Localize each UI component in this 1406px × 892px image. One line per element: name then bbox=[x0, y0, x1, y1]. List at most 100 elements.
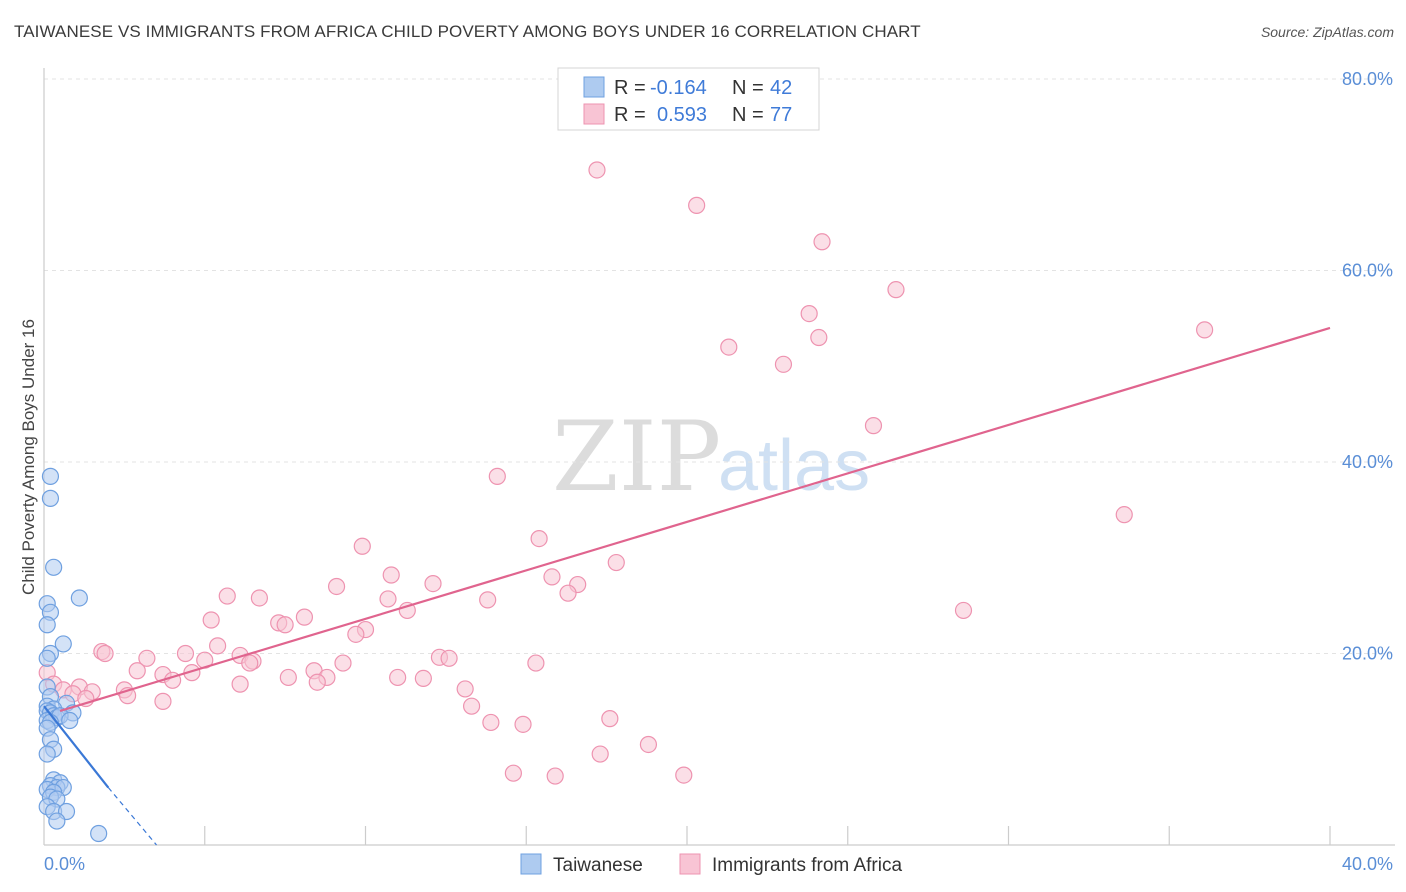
africa-point-68 bbox=[462, 697, 481, 715]
taiwanese-trend-line bbox=[43, 705, 110, 789]
watermark-atlas: atlas bbox=[718, 426, 870, 506]
africa-point-5 bbox=[810, 328, 828, 347]
africa-point-23 bbox=[379, 590, 397, 608]
africa-point-62 bbox=[456, 680, 474, 698]
taiwanese-point-2 bbox=[45, 558, 63, 576]
taiwanese-points bbox=[38, 467, 108, 843]
y-axis-label: Child Poverty Among Boys Under 16 bbox=[19, 319, 38, 595]
africa-point-52 bbox=[389, 668, 407, 687]
taiwanese-point-6 bbox=[38, 616, 56, 634]
africa-points bbox=[38, 161, 1214, 785]
legend-n-label-taiwanese: N = bbox=[732, 77, 764, 99]
legend-swatch-africa bbox=[583, 103, 605, 125]
africa-point-54 bbox=[279, 668, 297, 687]
africa-point-1 bbox=[688, 196, 706, 214]
bottom-legend-label-africa: Immigrants from Africa bbox=[712, 855, 902, 876]
africa-point-3 bbox=[887, 281, 905, 299]
taiwanese-point-0 bbox=[41, 467, 60, 485]
africa-point-37 bbox=[176, 644, 195, 663]
x-tick-label-max: 40.0% bbox=[1342, 854, 1393, 874]
africa-point-69 bbox=[601, 710, 619, 728]
africa-point-0 bbox=[588, 161, 606, 179]
watermark-zip: ZIP bbox=[552, 401, 721, 513]
africa-point-33 bbox=[209, 637, 227, 655]
series-legend: Taiwanese Immigrants from Africa bbox=[520, 853, 902, 876]
africa-point-15 bbox=[382, 566, 400, 584]
source-label: Source: ZipAtlas.com bbox=[1260, 24, 1394, 40]
chart-title: TAIWANESE VS IMMIGRANTS FROM AFRICA CHIL… bbox=[14, 22, 921, 41]
africa-point-45 bbox=[527, 654, 545, 672]
africa-point-6 bbox=[720, 338, 738, 356]
africa-point-56 bbox=[308, 673, 326, 691]
taiwanese-point-21 bbox=[61, 711, 79, 730]
legend-r-value-taiwanese: -0.164 bbox=[650, 77, 707, 99]
africa-point-57 bbox=[231, 675, 249, 693]
africa-point-74 bbox=[504, 764, 522, 782]
legend-swatch-taiwanese bbox=[583, 76, 605, 98]
legend-n-label-africa: N = bbox=[732, 104, 764, 126]
taiwanese-point-27 bbox=[38, 745, 56, 763]
africa-point-43 bbox=[334, 654, 352, 672]
x-tick-marks bbox=[204, 826, 1331, 845]
africa-point-19 bbox=[327, 577, 346, 596]
africa-point-32 bbox=[347, 625, 365, 643]
africa-point-26 bbox=[954, 601, 973, 620]
taiwanese-point-41 bbox=[90, 824, 108, 843]
correlation-legend: R = -0.164 N = 42 R = 0.593 N = 77 bbox=[557, 67, 820, 131]
africa-point-72 bbox=[639, 735, 658, 754]
africa-point-21 bbox=[218, 587, 236, 605]
legend-n-value-africa: 77 bbox=[770, 104, 792, 126]
taiwanese-point-1 bbox=[41, 489, 60, 507]
africa-point-75 bbox=[546, 767, 564, 785]
africa-point-27 bbox=[295, 608, 314, 626]
bottom-legend-swatch-taiwanese bbox=[520, 853, 542, 875]
africa-point-9 bbox=[864, 417, 883, 435]
africa-point-73 bbox=[591, 745, 609, 763]
africa-point-17 bbox=[424, 575, 442, 593]
taiwanese-point-7 bbox=[54, 635, 72, 653]
legend-r-value-africa: 0.593 bbox=[657, 104, 707, 126]
africa-trend-line bbox=[59, 326, 1331, 713]
gridlines bbox=[44, 78, 1395, 654]
africa-point-67 bbox=[154, 692, 172, 710]
africa-point-30 bbox=[276, 616, 294, 634]
africa-point-8 bbox=[1196, 321, 1214, 339]
bottom-legend-label-taiwanese: Taiwanese bbox=[553, 855, 643, 876]
taiwanese-point-40 bbox=[48, 812, 66, 830]
africa-point-44 bbox=[241, 654, 259, 672]
africa-point-10 bbox=[488, 467, 506, 485]
africa-point-20 bbox=[559, 584, 577, 602]
africa-point-70 bbox=[482, 713, 500, 732]
taiwanese-point-3 bbox=[70, 589, 88, 607]
trend-lines bbox=[43, 326, 1331, 846]
africa-point-53 bbox=[414, 669, 432, 687]
africa-point-22 bbox=[250, 589, 269, 607]
africa-point-2 bbox=[813, 233, 831, 251]
africa-point-7 bbox=[774, 355, 793, 373]
y-tick-label-60: 60.0% bbox=[1342, 261, 1393, 281]
africa-point-24 bbox=[479, 591, 497, 609]
y-tick-label-80: 80.0% bbox=[1342, 69, 1393, 89]
africa-point-13 bbox=[353, 537, 371, 555]
africa-point-16 bbox=[543, 568, 561, 586]
africa-point-12 bbox=[530, 529, 548, 548]
y-tick-label-40: 40.0% bbox=[1342, 452, 1393, 472]
legend-r-label-taiwanese: R = bbox=[614, 77, 646, 99]
africa-point-40 bbox=[440, 649, 458, 667]
taiwanese-point-9 bbox=[38, 649, 56, 667]
y-tick-labels: 20.0% 40.0% 60.0% 80.0% bbox=[1342, 69, 1393, 664]
taiwanese-trend-extension bbox=[107, 787, 157, 846]
legend-n-value-taiwanese: 42 bbox=[770, 77, 792, 99]
x-tick-label-min: 0.0% bbox=[44, 854, 85, 874]
africa-point-35 bbox=[96, 644, 114, 663]
africa-point-14 bbox=[607, 553, 625, 572]
bottom-legend-swatch-africa bbox=[679, 853, 701, 875]
africa-point-76 bbox=[675, 766, 693, 784]
africa-point-47 bbox=[128, 662, 146, 680]
africa-point-36 bbox=[138, 649, 156, 667]
africa-point-71 bbox=[514, 715, 532, 733]
legend-r-label-africa: R = bbox=[614, 104, 646, 126]
africa-point-28 bbox=[202, 611, 220, 629]
africa-point-11 bbox=[1115, 506, 1133, 524]
